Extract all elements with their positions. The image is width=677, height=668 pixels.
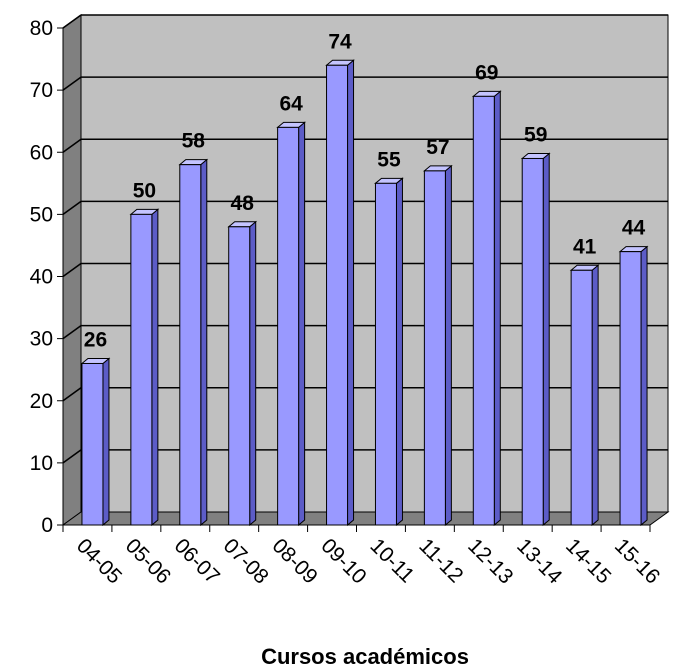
x-tick-label: 11-12 xyxy=(414,534,467,587)
data-label: 41 xyxy=(573,235,597,258)
bar-front xyxy=(130,213,153,526)
axes xyxy=(57,27,651,532)
bar-side xyxy=(542,152,550,527)
data-label: 74 xyxy=(328,30,352,53)
bar-front xyxy=(472,95,495,526)
y-tick-label: 40 xyxy=(30,266,53,289)
bar-front xyxy=(570,269,593,526)
data-label: 26 xyxy=(84,328,107,351)
y-tick-label: 30 xyxy=(30,328,53,351)
bar xyxy=(325,59,355,527)
y-tick-label: 10 xyxy=(30,452,53,475)
bar-side xyxy=(151,208,159,527)
data-label: 57 xyxy=(426,136,449,159)
bar-front xyxy=(619,251,642,526)
bar xyxy=(618,245,649,527)
x-tick-label: 04-05 xyxy=(72,534,126,588)
x-tick-label: 09-10 xyxy=(317,534,371,588)
bars xyxy=(80,59,649,527)
x-tick-label: 05-06 xyxy=(121,534,175,588)
gridline-side xyxy=(62,200,82,216)
bar-side xyxy=(640,245,648,527)
data-label: 59 xyxy=(524,123,547,146)
bar-side xyxy=(444,164,452,527)
y-tick-label: 60 xyxy=(30,141,53,164)
x-tick-label: 10-11 xyxy=(365,534,418,587)
data-label: 48 xyxy=(231,192,255,215)
bar-front xyxy=(228,226,251,526)
y-tick-label: 50 xyxy=(30,203,53,226)
x-axis-title: Cursos académicos xyxy=(261,644,469,668)
y-tick-label: 70 xyxy=(30,79,53,102)
bar xyxy=(520,152,551,527)
x-tick-labels: 04-0505-0606-0707-0808-0909-1010-1111-12… xyxy=(72,534,664,588)
x-tick-label: 14-15 xyxy=(561,534,615,588)
bar-front xyxy=(521,157,544,526)
bar-front xyxy=(81,362,104,526)
bar-side xyxy=(591,264,599,527)
bar xyxy=(569,264,600,527)
gridline-side xyxy=(62,387,82,402)
bar-front xyxy=(326,64,349,526)
bar-side xyxy=(395,177,403,527)
bar-side xyxy=(347,59,355,527)
bar xyxy=(80,357,111,527)
gridline-side xyxy=(62,76,82,91)
bar xyxy=(227,220,258,527)
gridline-side xyxy=(62,14,82,29)
y-tick-label: 20 xyxy=(30,390,53,413)
gridline-side xyxy=(62,324,82,340)
bar-front xyxy=(179,164,202,526)
bar-side xyxy=(493,90,501,527)
data-label: 69 xyxy=(475,61,498,84)
bar-side xyxy=(200,158,208,527)
bar-side xyxy=(298,121,306,527)
data-label: 50 xyxy=(133,179,156,202)
data-label: 44 xyxy=(622,217,646,240)
data-label: 58 xyxy=(182,130,206,153)
bar-side xyxy=(249,220,257,527)
gridline-side xyxy=(62,262,82,278)
bar-front xyxy=(277,126,300,526)
bar xyxy=(129,208,160,527)
data-label: 64 xyxy=(279,92,303,115)
y-tick-label: 80 xyxy=(30,17,53,40)
bar-side xyxy=(102,357,110,527)
bar xyxy=(276,121,307,527)
x-tick-label: 13-14 xyxy=(512,534,566,588)
x-tick-label: 06-07 xyxy=(170,534,224,588)
gridlines xyxy=(62,14,668,464)
bar xyxy=(422,164,453,527)
y-tick-label: 0 xyxy=(41,514,53,537)
y-tick-labels: 0 10 20 30 40 50 60 70 80 xyxy=(30,17,53,537)
bar xyxy=(471,90,502,527)
bar xyxy=(178,158,209,527)
x-tick-label: 12-13 xyxy=(463,534,517,588)
bar-front xyxy=(423,170,446,526)
x-tick-label: 15-16 xyxy=(610,534,664,588)
gridline-side xyxy=(62,138,82,153)
bar-front xyxy=(374,182,397,526)
x-tick-label: 08-09 xyxy=(268,534,322,588)
data-labels: 26 50 58 48 64 74 55 57 69 59 41 44 xyxy=(84,30,646,351)
data-label: 55 xyxy=(377,148,401,171)
x-tick-label: 07-08 xyxy=(219,534,273,588)
gridline-side xyxy=(62,449,82,464)
bar xyxy=(374,177,404,527)
